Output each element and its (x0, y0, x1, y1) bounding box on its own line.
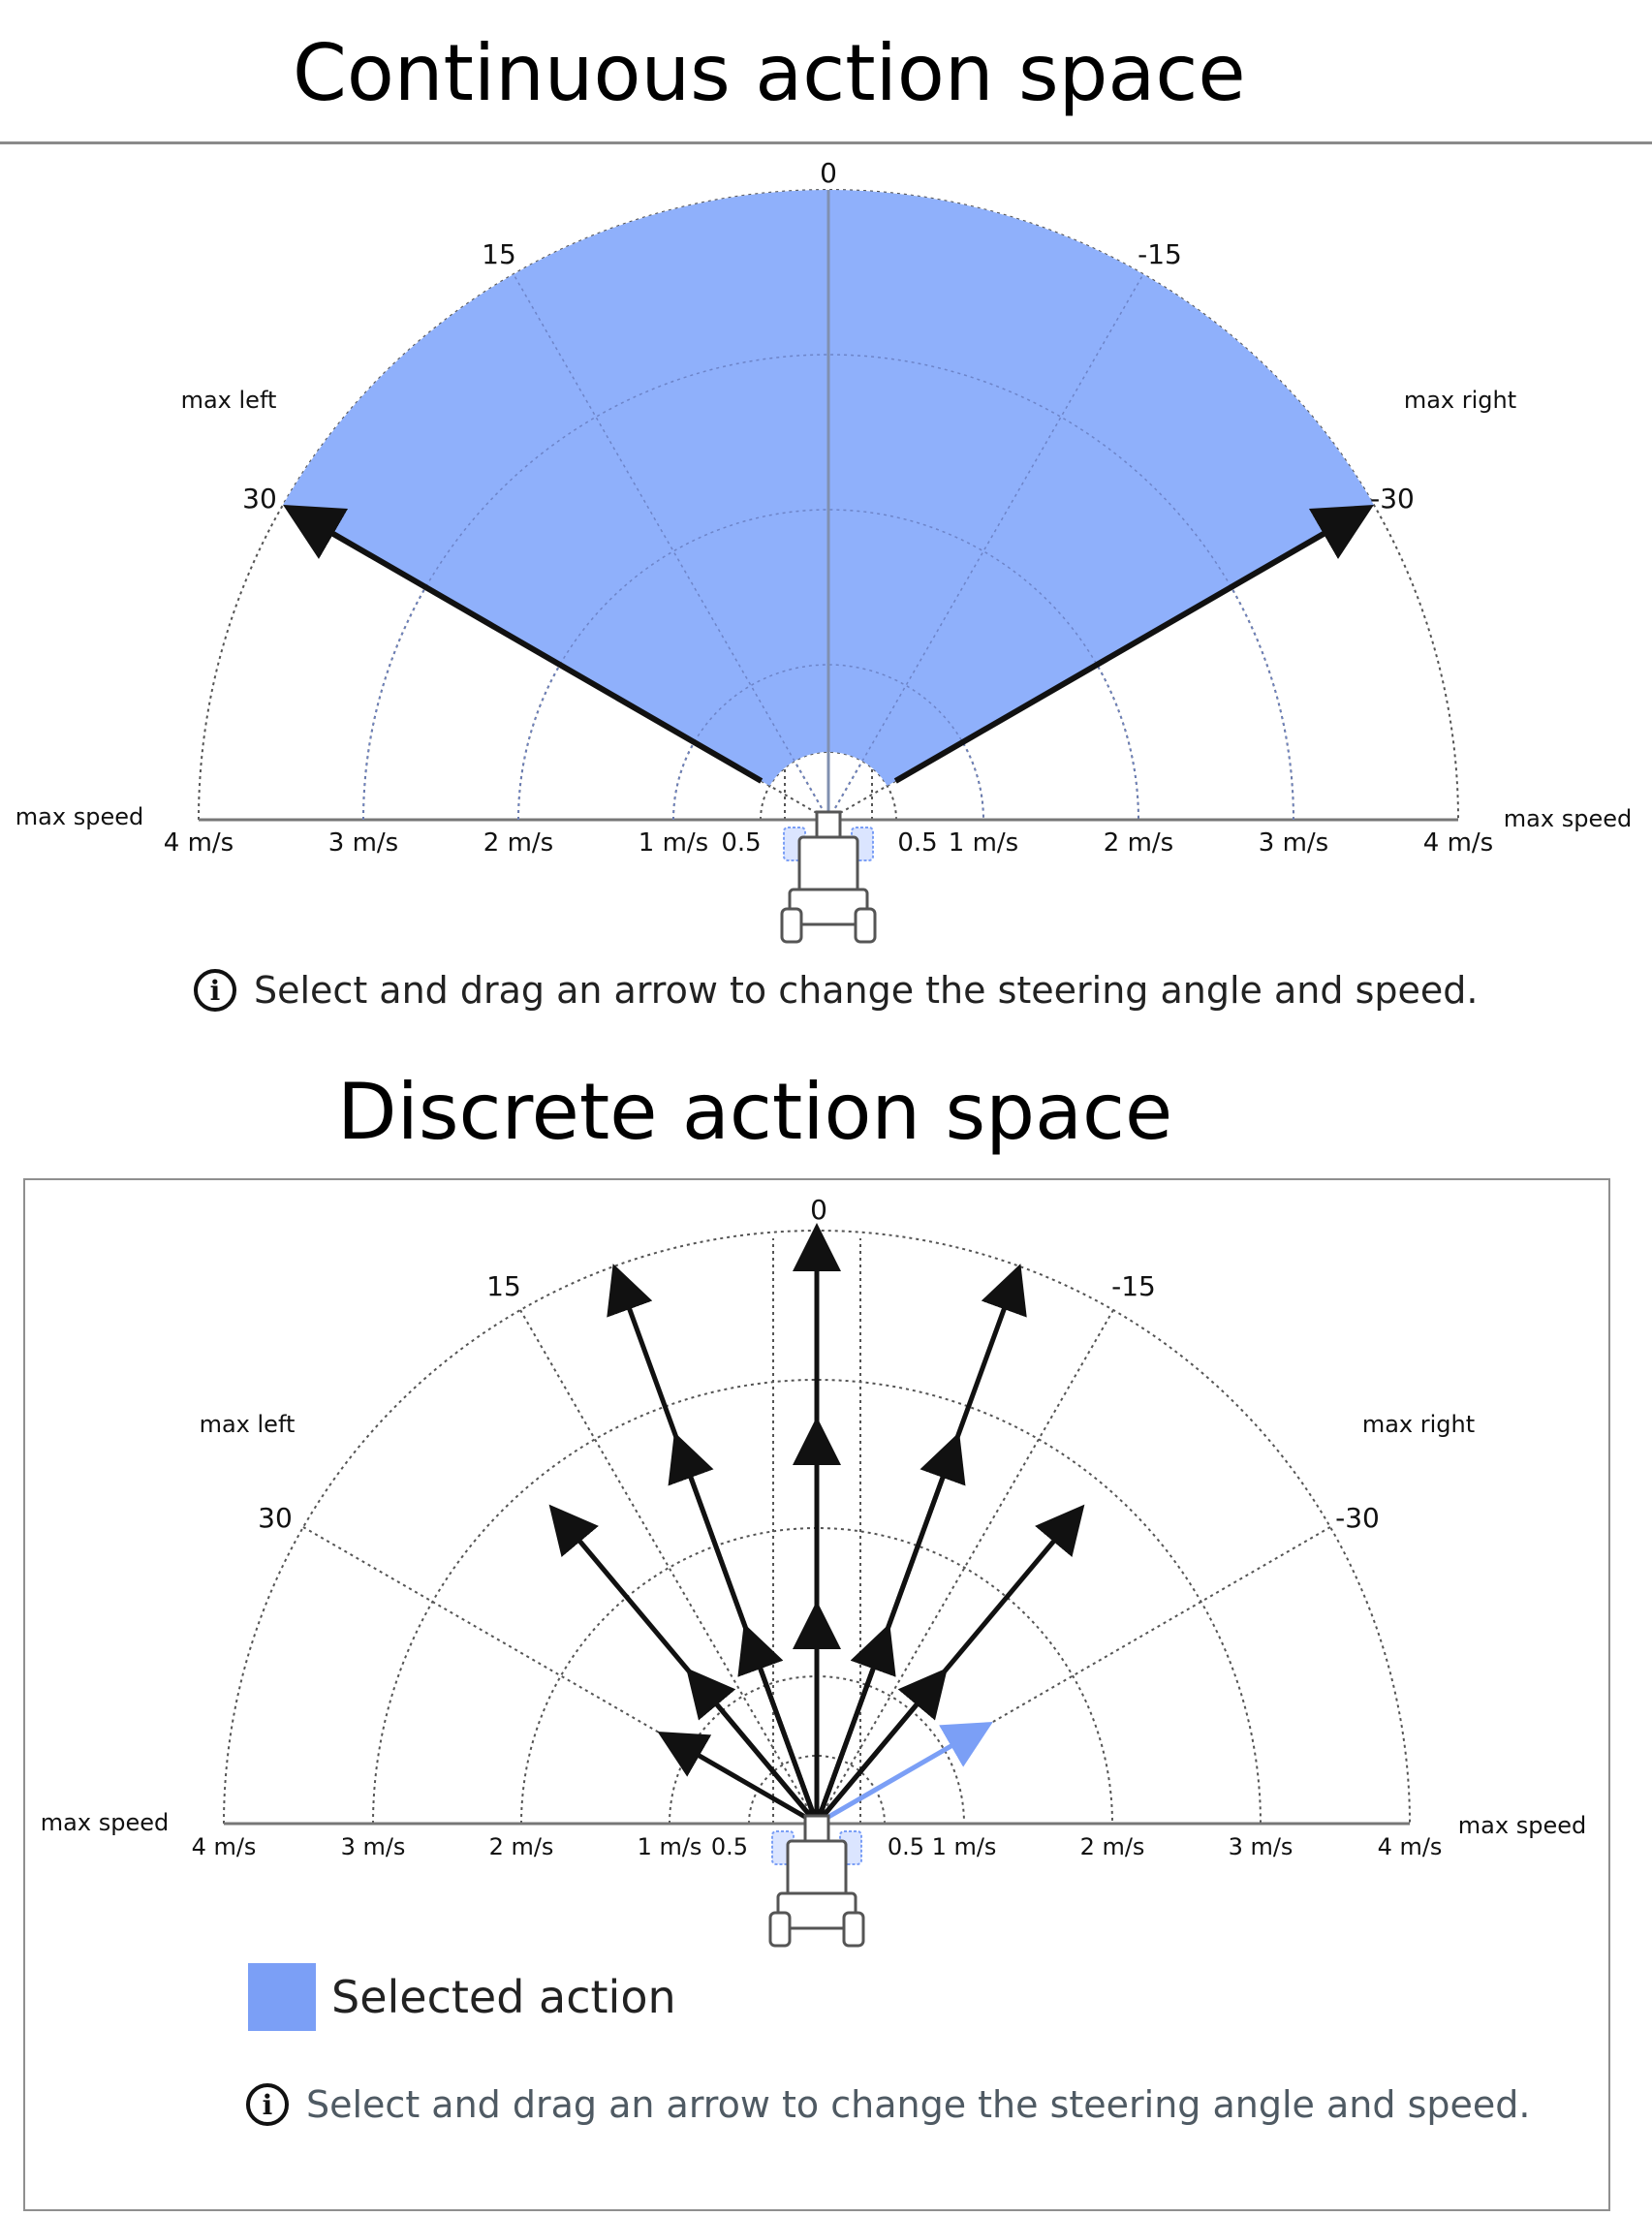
max-speed-label-left: max speed (41, 1809, 169, 1836)
angle-label-15: 15 (482, 238, 516, 270)
legend: Selected action (248, 1963, 676, 2031)
speed-tick-right: 0.5 (888, 1833, 924, 1860)
continuous-action-diagram[interactable]: 0 15 -15 30 -30 max left max right max s… (0, 0, 1652, 969)
car-icon (768, 1814, 865, 1948)
angle-label-neg30: -30 (1335, 1502, 1380, 1534)
legend-label: Selected action (331, 1971, 676, 2023)
max-speed-label-left: max speed (16, 803, 143, 830)
speed-tick-left: 4 m/s (192, 1833, 257, 1860)
speed-tick-right: 0.5 (897, 828, 937, 858)
speed-ticks: 4 m/s 3 m/s 2 m/s 1 m/s 0.5 0.5 1 m/s 2 m/s 3 m/… (164, 828, 1493, 858)
angle-label-0: 0 (820, 157, 837, 189)
max-speed-label-right: max speed (1504, 805, 1632, 832)
title-divider (0, 141, 1652, 144)
max-right-label: max right (1362, 1411, 1475, 1438)
speed-tick-right: 4 m/s (1378, 1833, 1443, 1860)
speed-ticks: 4 m/s 3 m/s 2 m/s 1 m/s 0.5 0.5 1 m/s 2 m/s 3 m/… (192, 1833, 1443, 1860)
speed-tick-left: 0.5 (721, 828, 761, 858)
action-arrow[interactable] (686, 1668, 819, 1826)
discrete-title: Discrete action space (337, 1067, 1173, 1157)
continuous-info-text: Select and drag an arrow to change the s… (254, 969, 1479, 1012)
speed-tick-right: 3 m/s (1259, 828, 1328, 858)
angle-label-neg30: -30 (1370, 483, 1415, 515)
speed-tick-right: 2 m/s (1080, 1833, 1145, 1860)
angle-label-30: 30 (258, 1502, 293, 1534)
action-arrow[interactable] (657, 1732, 819, 1827)
speed-arc (198, 189, 1459, 821)
speed-tick-left: 2 m/s (483, 828, 553, 858)
max-left-label: max left (200, 1411, 296, 1438)
discrete-action-diagram[interactable]: 0 15 -15 30 -30 max left max right max s… (0, 0, 1652, 2035)
max-left-arrow[interactable] (283, 504, 764, 784)
speed-tick-left: 1 m/s (638, 1833, 702, 1860)
speed-tick-left: 0.5 (711, 1833, 748, 1860)
car-icon (780, 810, 877, 944)
action-arrow[interactable] (815, 1668, 948, 1826)
continuous-title: Continuous action space (293, 28, 1246, 118)
speed-tick-right: 3 m/s (1229, 1833, 1294, 1860)
speed-tick-left: 1 m/s (639, 828, 708, 858)
speed-tick-right: 4 m/s (1423, 828, 1493, 858)
max-speed-label-right: max speed (1458, 1812, 1586, 1839)
speed-tick-left: 2 m/s (489, 1833, 554, 1860)
max-right-label: max right (1404, 387, 1516, 414)
max-left-label: max left (181, 387, 277, 414)
info-circle-icon: i (246, 2083, 289, 2126)
action-arrow[interactable] (737, 1623, 820, 1825)
discrete-panel (23, 1178, 1610, 2211)
angle-label-neg15: -15 (1111, 1270, 1156, 1302)
speed-tick-right: 1 m/s (949, 828, 1018, 858)
discrete-info-text: Select and drag an arrow to change the s… (306, 2083, 1531, 2126)
speed-tick-left: 3 m/s (328, 828, 398, 858)
angle-label-neg15: -15 (1138, 238, 1182, 270)
speed-tick-right: 1 m/s (932, 1833, 997, 1860)
continuous-info: i Select and drag an arrow to change the… (194, 969, 1478, 1012)
angle-label-0: 0 (810, 1194, 827, 1226)
angle-label-30: 30 (242, 483, 277, 515)
angle-label-15: 15 (486, 1270, 521, 1302)
speed-tick-left: 4 m/s (164, 828, 234, 858)
discrete-info: i Select and drag an arrow to change the… (246, 2083, 1530, 2126)
info-circle-icon: i (194, 969, 236, 1012)
action-arrow[interactable] (814, 1623, 896, 1825)
speed-tick-right: 2 m/s (1104, 828, 1173, 858)
speed-tick-left: 3 m/s (341, 1833, 406, 1860)
selected-action-arrow[interactable] (815, 1721, 993, 1827)
legend-swatch (248, 1963, 316, 2031)
max-right-arrow[interactable] (893, 504, 1374, 784)
